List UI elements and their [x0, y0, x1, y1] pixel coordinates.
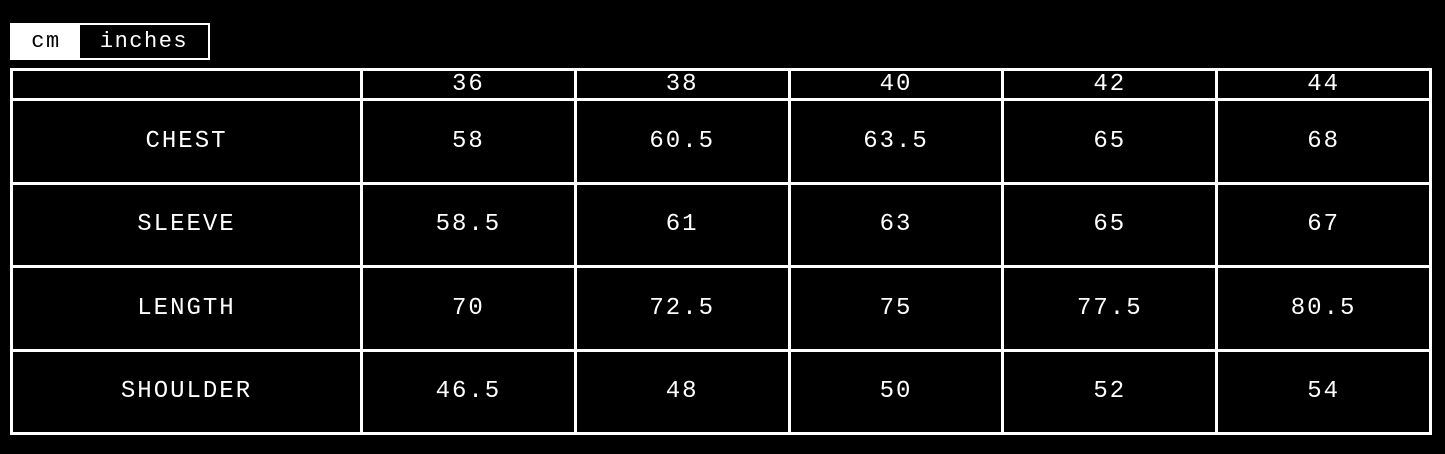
measurement-value-cell: 60.5 [573, 98, 791, 185]
measurement-value-cell: 63.5 [787, 98, 1005, 185]
size-header-cell: 38 [573, 68, 791, 101]
header-corner-cell [10, 68, 363, 101]
size-header-cell: 42 [1001, 68, 1219, 101]
unit-option-inches[interactable]: inches [80, 25, 208, 58]
measurement-value-cell: 80.5 [1215, 265, 1432, 352]
measurement-value-cell: 67 [1215, 181, 1432, 268]
measurement-label: SLEEVE [10, 181, 363, 268]
measurement-value-cell: 58.5 [360, 181, 577, 268]
measurement-value-cell: 70 [360, 265, 577, 352]
size-header-row: 36 38 40 42 44 [10, 68, 1432, 101]
size-header-cell: 44 [1215, 68, 1432, 101]
unit-option-cm[interactable]: cm [12, 25, 80, 58]
size-chart-table: 36 38 40 42 44 CHEST 58 60.5 63.5 65 68 SLEEVE… [10, 68, 1432, 435]
measurement-value-cell: 52 [1001, 348, 1219, 435]
measurement-row-length: LENGTH 70 72.5 75 77.5 80.5 [10, 265, 1432, 352]
measurement-value-cell: 48 [573, 348, 791, 435]
size-header-cell: 40 [787, 68, 1005, 101]
measurement-value-cell: 54 [1215, 348, 1432, 435]
measurement-value-cell: 75 [787, 265, 1005, 352]
measurement-value-cell: 77.5 [1001, 265, 1219, 352]
measurement-value-cell: 68 [1215, 98, 1432, 185]
measurement-row-sleeve: SLEEVE 58.5 61 63 65 67 [10, 181, 1432, 268]
measurement-value-cell: 65 [1001, 181, 1219, 268]
unit-toggle: cm inches [10, 23, 210, 60]
measurement-value-cell: 58 [360, 98, 577, 185]
size-header-cell: 36 [360, 68, 577, 101]
measurement-row-chest: CHEST 58 60.5 63.5 65 68 [10, 98, 1432, 185]
measurement-label: LENGTH [10, 265, 363, 352]
measurement-label: SHOULDER [10, 348, 363, 435]
measurement-value-cell: 65 [1001, 98, 1219, 185]
measurement-label: CHEST [10, 98, 363, 185]
measurement-value-cell: 61 [573, 181, 791, 268]
measurement-value-cell: 50 [787, 348, 1005, 435]
measurement-row-shoulder: SHOULDER 46.5 48 50 52 54 [10, 348, 1432, 435]
measurement-value-cell: 46.5 [360, 348, 577, 435]
measurement-value-cell: 72.5 [573, 265, 791, 352]
measurement-value-cell: 63 [787, 181, 1005, 268]
